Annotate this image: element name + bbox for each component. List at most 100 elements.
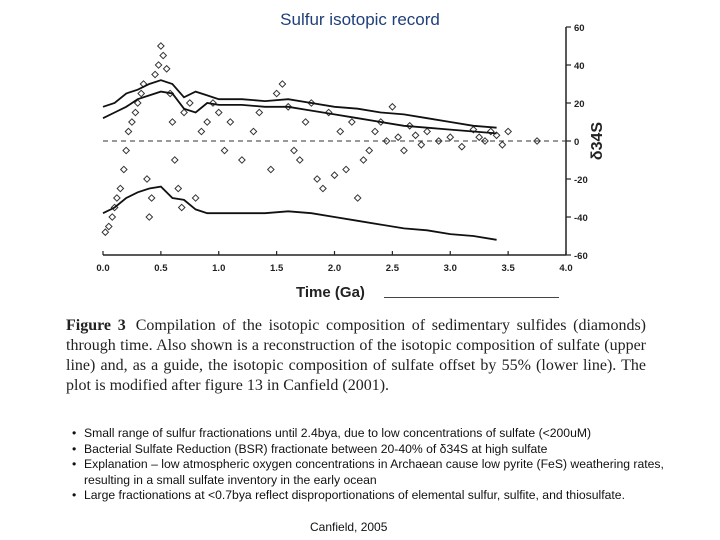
sulfide-point <box>154 61 163 69</box>
sulfide-point <box>177 203 186 212</box>
sulfide-point <box>347 118 356 126</box>
sulfate-lines <box>102 79 497 241</box>
y-tick-label: -40 <box>574 213 588 224</box>
sulfide-point <box>185 99 194 107</box>
sulfide-point <box>330 171 339 180</box>
sulfide-point <box>128 118 136 126</box>
y-axis: -60 -40 -20 0 20 40 60 <box>565 23 588 262</box>
sulfide-point <box>394 133 403 142</box>
bullet-list: Small range of sulfur fractionations unt… <box>72 426 712 504</box>
sulfide-point <box>411 131 420 140</box>
sulfide-point <box>266 165 275 174</box>
bullet-item: Bacterial Sulfate Reduction (BSR) fracti… <box>72 442 712 458</box>
sulfide-point <box>446 133 455 142</box>
y-tick-label: -20 <box>574 175 588 186</box>
sulfide-point <box>400 146 408 155</box>
sulfide-point <box>290 146 298 155</box>
sulfide-point <box>197 127 206 136</box>
y-tick-label: -60 <box>574 251 588 262</box>
x-tick-label: 3.5 <box>502 263 516 274</box>
sulfide-point <box>162 64 171 73</box>
sulfide-point <box>226 118 235 126</box>
sulfide-point <box>504 127 513 136</box>
sulfide-point <box>124 127 133 136</box>
sulfide-point <box>203 118 212 126</box>
y-tick-label: 0 <box>574 137 579 148</box>
sulfide-point <box>365 146 374 155</box>
sulfide-point <box>533 137 541 145</box>
sulfide-point <box>143 175 151 183</box>
sulfide-point <box>295 156 304 164</box>
sulfide-point <box>108 213 117 221</box>
sulfide-point <box>475 133 484 142</box>
isotope-chart: -60 -40 -20 0 20 40 60 0.0 0.5 1.0 1.5 2.0 2.5 3.0 3.… <box>96 23 606 274</box>
x-axis: 0.0 0.5 1.0 1.5 2.0 2.5 3.0 3.5 4.0 <box>96 251 573 274</box>
underline-rule <box>384 297 559 298</box>
sulfide-point <box>209 99 217 107</box>
sulfide-point <box>119 165 128 174</box>
sulfide-point <box>122 146 131 155</box>
sulfate-line <box>102 79 497 129</box>
figure-caption-text: Compilation of the isotopic composition … <box>66 317 646 394</box>
bullet-item: Large fractionations at <0.7bya reflect … <box>72 488 712 504</box>
source-citation: Canfield, 2005 <box>310 520 388 534</box>
y-axis-label: δ34S <box>589 122 606 161</box>
figure-label: Figure 3 <box>66 317 126 334</box>
sulfide-point <box>174 184 183 193</box>
sulfide-point <box>319 184 327 193</box>
sulfide-point <box>457 142 466 151</box>
x-tick-label: 4.0 <box>559 263 572 274</box>
x-tick-label: 1.5 <box>270 263 284 274</box>
x-tick-label: 0.5 <box>154 263 168 274</box>
bullet-item: Small range of sulfur fractionations unt… <box>72 426 712 442</box>
sulfide-point <box>417 140 426 149</box>
sulfide-point <box>371 127 379 136</box>
sulfide-point <box>284 102 293 111</box>
sulfide-point <box>313 175 322 183</box>
sulfide-point <box>388 102 397 111</box>
sulfide-point <box>116 184 125 193</box>
sulfide-point <box>159 51 168 60</box>
sulfide-point <box>434 137 443 145</box>
sulfide-point <box>353 194 362 202</box>
sulfide-point <box>180 108 188 117</box>
x-tick-label: 0.0 <box>96 263 109 274</box>
sulfide-point <box>145 213 154 221</box>
sulfate-line <box>102 90 497 135</box>
sulfide-point <box>220 146 229 155</box>
sulfide-point <box>272 89 281 98</box>
sulfide-point <box>359 156 368 164</box>
sulfide-point <box>104 222 113 231</box>
sulfide-point <box>324 108 333 117</box>
y-tick-label: 60 <box>574 23 585 34</box>
sulfide-point <box>255 108 264 117</box>
sulfide-point <box>170 156 179 164</box>
figure-caption: Figure 3 Compilation of the isotopic comp… <box>66 316 646 396</box>
x-tick-label: 1.0 <box>212 263 225 274</box>
bullet-item: Explanation – low atmospheric oxygen con… <box>72 457 712 488</box>
x-tick-label: 3.0 <box>444 263 457 274</box>
sulfide-point <box>492 131 501 140</box>
sulfide-point <box>237 156 246 164</box>
sulfide-point <box>249 127 258 136</box>
sulfide-point <box>481 137 489 145</box>
sulfide-point <box>301 118 310 126</box>
sulfide-point <box>151 70 159 79</box>
sulfide-points <box>101 42 541 237</box>
sulfide-point <box>131 108 140 117</box>
sulfide-point <box>469 125 478 134</box>
y-tick-label: 40 <box>574 61 585 72</box>
sulfide-point <box>147 194 156 202</box>
sulfide-point <box>112 194 121 202</box>
sulfate-line <box>102 185 497 241</box>
sulfide-point <box>156 42 165 50</box>
sulfide-point <box>336 127 345 136</box>
slide-title: Sulfur isotopic record <box>280 10 440 29</box>
sulfide-point <box>278 80 287 88</box>
sulfide-point <box>405 121 414 130</box>
x-tick-label: 2.0 <box>328 263 341 274</box>
y-tick-label: 20 <box>574 99 585 110</box>
sulfide-point <box>101 228 110 237</box>
sulfide-point <box>382 137 391 145</box>
sulfide-point <box>342 165 350 174</box>
